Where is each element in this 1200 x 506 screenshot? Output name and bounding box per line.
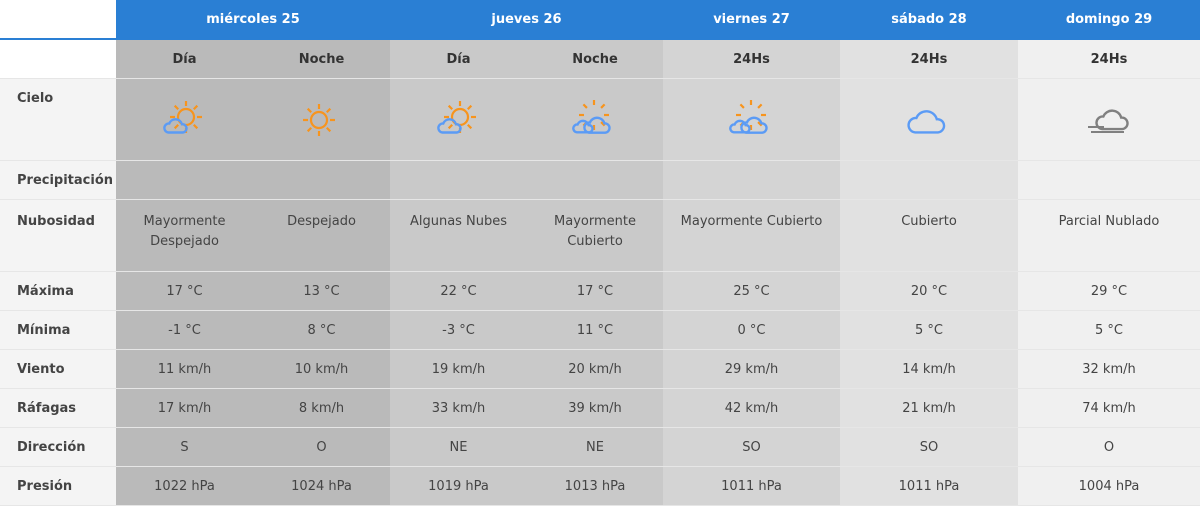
- dir-cell: NE: [390, 427, 527, 467]
- viento-cell: 19 km/h: [390, 349, 527, 389]
- row-label: Mínima: [0, 310, 116, 350]
- period-header: Día: [390, 39, 527, 79]
- period-header: 24Hs: [1018, 39, 1200, 79]
- row-label: Máxima: [0, 271, 116, 311]
- row-label: Dirección: [0, 427, 116, 467]
- sun-clouds-icon: [572, 99, 611, 134]
- presion-cell: 1013 hPa: [527, 466, 663, 506]
- cloudiness-cell: Algunas Nubes: [390, 199, 527, 272]
- max-cell: 17 °C: [527, 271, 663, 311]
- presion-cell: 1011 hPa: [663, 466, 840, 506]
- day-header: domingo 29: [1018, 0, 1200, 40]
- sun-cloud-icon: [162, 100, 202, 134]
- period-header: Noche: [253, 39, 390, 79]
- precip-cell: [663, 160, 840, 200]
- cloudiness-cell: Despejado: [253, 199, 390, 272]
- dir-cell: SO: [663, 427, 840, 467]
- period-header: 24Hs: [663, 39, 840, 79]
- rafagas-cell: 42 km/h: [663, 388, 840, 428]
- viento-cell: 29 km/h: [663, 349, 840, 389]
- row-label: Nubosidad: [0, 199, 116, 272]
- sun-clouds-icon: [728, 99, 768, 134]
- cloudiness-cell: Parcial Nublado: [1018, 199, 1200, 272]
- dir-cell: O: [253, 427, 390, 467]
- precip-cell: [253, 160, 390, 200]
- precip-cell: [1018, 160, 1200, 200]
- row-label: Ráfagas: [0, 388, 116, 428]
- rafagas-cell: 21 km/h: [840, 388, 1018, 428]
- precip-cell: [840, 160, 1018, 200]
- viento-cell: 20 km/h: [527, 349, 663, 389]
- dir-cell: O: [1018, 427, 1200, 467]
- day-header: jueves 26: [390, 0, 663, 40]
- dir-cell: SO: [840, 427, 1018, 467]
- min-cell: 0 °C: [663, 310, 840, 350]
- day-header: viernes 27: [663, 0, 840, 40]
- row-label: Presión: [0, 466, 116, 506]
- sun-cloud-icon: [436, 100, 476, 134]
- presion-cell: 1022 hPa: [116, 466, 253, 506]
- row-label: Cielo: [0, 78, 116, 161]
- rafagas-cell: 8 km/h: [253, 388, 390, 428]
- precip-cell: [116, 160, 253, 200]
- max-cell: 20 °C: [840, 271, 1018, 311]
- max-cell: 17 °C: [116, 271, 253, 311]
- presion-cell: 1004 hPa: [1018, 466, 1200, 506]
- presion-cell: 1019 hPa: [390, 466, 527, 506]
- fog-cloud-icon: [1088, 108, 1129, 133]
- sun-icon: [302, 103, 335, 136]
- cloud-icon: [907, 109, 946, 134]
- row-label: Viento: [0, 349, 116, 389]
- min-cell: -3 °C: [390, 310, 527, 350]
- cloudiness-cell: Cubierto: [840, 199, 1018, 272]
- presion-cell: 1011 hPa: [840, 466, 1018, 506]
- min-cell: -1 °C: [116, 310, 253, 350]
- min-cell: 11 °C: [527, 310, 663, 350]
- max-cell: 25 °C: [663, 271, 840, 311]
- max-cell: 29 °C: [1018, 271, 1200, 311]
- viento-cell: 10 km/h: [253, 349, 390, 389]
- rafagas-cell: 17 km/h: [116, 388, 253, 428]
- corner: [0, 0, 116, 40]
- dir-cell: S: [116, 427, 253, 467]
- min-cell: 5 °C: [1018, 310, 1200, 350]
- viento-cell: 14 km/h: [840, 349, 1018, 389]
- day-header: sábado 28: [840, 0, 1018, 40]
- max-cell: 13 °C: [253, 271, 390, 311]
- presion-cell: 1024 hPa: [253, 466, 390, 506]
- dir-cell: NE: [527, 427, 663, 467]
- period-header: 24Hs: [840, 39, 1018, 79]
- precip-cell: [390, 160, 527, 200]
- row-label: Precipitación: [0, 160, 116, 200]
- rafagas-cell: 74 km/h: [1018, 388, 1200, 428]
- max-cell: 22 °C: [390, 271, 527, 311]
- precip-cell: [527, 160, 663, 200]
- rafagas-cell: 39 km/h: [527, 388, 663, 428]
- period-header: Día: [116, 39, 253, 79]
- viento-cell: 32 km/h: [1018, 349, 1200, 389]
- min-cell: 5 °C: [840, 310, 1018, 350]
- period-header: Noche: [527, 39, 663, 79]
- cloudiness-cell: Mayormente Despejado: [116, 199, 253, 272]
- day-header: miércoles 25: [116, 0, 390, 40]
- cloudiness-cell: Mayormente Cubierto: [663, 199, 840, 272]
- cloudiness-cell: Mayormente Cubierto: [527, 199, 663, 272]
- rafagas-cell: 33 km/h: [390, 388, 527, 428]
- viento-cell: 11 km/h: [116, 349, 253, 389]
- min-cell: 8 °C: [253, 310, 390, 350]
